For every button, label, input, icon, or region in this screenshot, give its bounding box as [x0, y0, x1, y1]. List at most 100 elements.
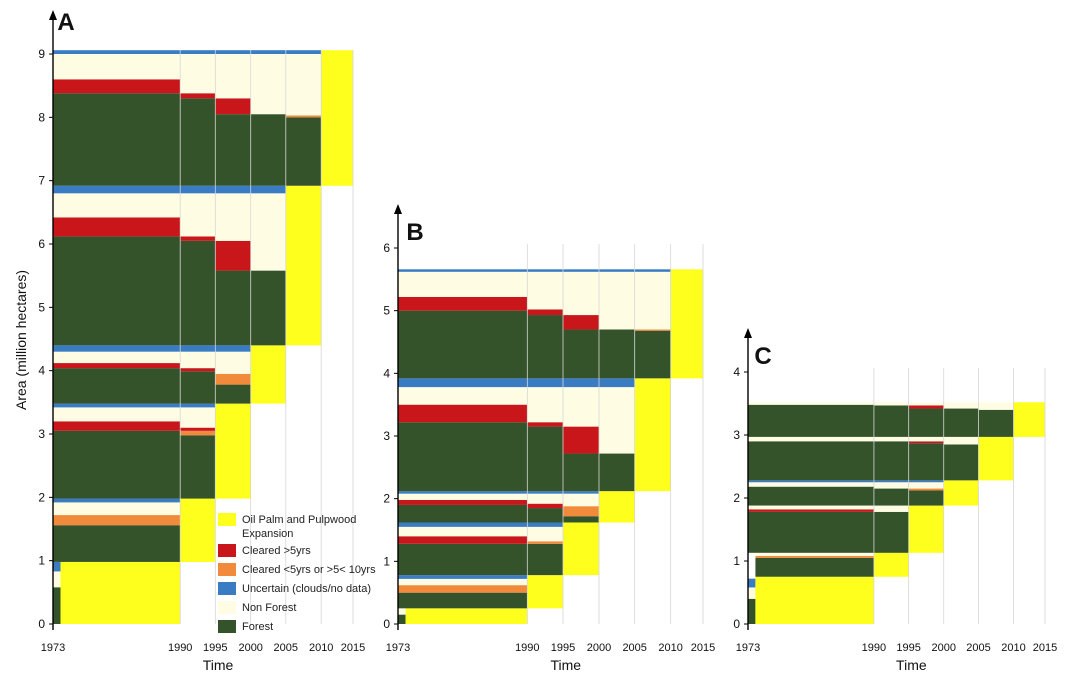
panel-a: 0 1 2 3 4 5 6 7 8 9 1973 1990 1995 2000 2005 2010 2015 Ti…: [38, 9, 365, 673]
panel-label: B: [406, 219, 423, 246]
band-forest: [180, 240, 216, 346]
y-axis-arrow-icon: [744, 328, 752, 338]
band-non-forest: [563, 271, 599, 316]
band-non-forest: [53, 502, 61, 516]
band-non-forest: [180, 193, 216, 237]
panel-label: A: [57, 9, 74, 36]
band-cleared-old: [215, 240, 251, 271]
band-forest: [53, 525, 61, 562]
x-tick-label: 2000: [587, 642, 611, 654]
band-forest: [527, 543, 564, 576]
band-cleared-old: [398, 536, 528, 544]
band-forest: [53, 236, 181, 346]
band-expansion: [563, 522, 599, 576]
band-uncertain: [53, 185, 181, 194]
band-uncertain: [527, 269, 564, 272]
band-forest: [250, 270, 286, 346]
band-forest: [634, 330, 671, 379]
band-forest: [908, 490, 944, 506]
band-expansion: [978, 436, 1014, 481]
y-tick-label: 2: [733, 491, 740, 505]
band-forest: [180, 98, 216, 186]
band-cleared-recent: [563, 506, 599, 517]
y-tick-label: 8: [38, 110, 45, 124]
x-tick-label: 1973: [41, 642, 65, 654]
band-non-forest: [398, 608, 406, 615]
band-non-forest: [250, 193, 286, 271]
band-non-forest: [60, 502, 181, 516]
band-expansion: [670, 269, 703, 379]
legend-swatch-cleared-recent: [218, 563, 236, 576]
x-tick-label: 2010: [1001, 642, 1025, 654]
band-cleared-old: [398, 296, 528, 311]
band-forest: [215, 270, 251, 346]
band-uncertain: [215, 345, 251, 352]
band-cleared-recent: [53, 515, 61, 526]
band-forest: [398, 422, 528, 492]
panel-c: 0 1 2 3 4 1973 1990 1995 2000 2005 2010 2015 Time C: [733, 328, 1057, 673]
band-non-forest: [755, 552, 874, 556]
band-non-forest: [748, 587, 756, 599]
band-cleared-old: [180, 236, 216, 241]
band-non-forest: [527, 387, 564, 423]
y-tick-label: 4: [733, 365, 740, 379]
y-tick-label: 1: [38, 554, 45, 568]
band-expansion: [215, 403, 251, 499]
x-tick-label: 1973: [386, 642, 410, 654]
band-uncertain: [215, 50, 251, 54]
y-tick-label: 6: [38, 237, 45, 251]
band-forest: [60, 525, 181, 562]
y-tick-label: 4: [38, 364, 45, 378]
band-cleared-recent: [527, 541, 564, 544]
band-forest: [563, 329, 599, 379]
legend-swatch-forest: [218, 620, 236, 633]
band-uncertain: [598, 378, 635, 388]
band-non-forest: [563, 493, 599, 507]
band-uncertain: [180, 403, 216, 408]
band-forest: [527, 508, 564, 523]
x-tick-label: 2015: [691, 642, 715, 654]
band-non-forest: [398, 493, 528, 500]
y-tick-label: 0: [383, 617, 390, 631]
legend-swatch-uncertain: [218, 582, 236, 595]
band-non-forest: [563, 387, 599, 427]
band-forest: [563, 516, 599, 523]
band-non-forest: [215, 351, 251, 374]
band-forest: [180, 371, 216, 404]
band-expansion: [1013, 402, 1045, 437]
band-forest: [873, 511, 909, 553]
band-non-forest: [398, 578, 528, 586]
band-forest: [215, 384, 251, 404]
x-tick-label: 2015: [1033, 642, 1057, 654]
band-uncertain: [598, 269, 635, 272]
y-axis-arrow-icon: [394, 204, 402, 214]
band-uncertain: [180, 185, 216, 194]
legend-swatch-non-forest: [218, 601, 236, 614]
band-forest: [908, 443, 944, 481]
x-tick-label: 2010: [309, 642, 333, 654]
band-non-forest: [250, 54, 286, 115]
band-forest: [53, 430, 181, 499]
band-forest: [873, 405, 909, 437]
legend-label: Forest: [242, 621, 273, 633]
x-tick-label: 2000: [931, 642, 955, 654]
band-forest: [563, 453, 599, 492]
y-tick-label: 3: [383, 429, 390, 443]
band-non-forest: [527, 493, 564, 504]
band-cleared-old: [748, 509, 874, 512]
band-uncertain: [398, 378, 528, 388]
band-cleared-old: [398, 404, 528, 423]
band-non-forest: [53, 193, 181, 218]
band-cleared-recent: [398, 585, 528, 593]
band-uncertain: [53, 403, 181, 408]
x-axis-title: Time: [550, 657, 581, 673]
band-non-forest: [873, 436, 909, 442]
band-cleared-old: [563, 315, 599, 330]
y-tick-label: 1: [733, 554, 740, 568]
x-tick-label: 1995: [203, 642, 227, 654]
y-tick-label: 7: [38, 174, 45, 188]
band-forest: [53, 587, 61, 624]
band-non-forest: [943, 402, 979, 409]
band-cleared-old: [53, 79, 181, 94]
band-non-forest: [53, 54, 181, 80]
